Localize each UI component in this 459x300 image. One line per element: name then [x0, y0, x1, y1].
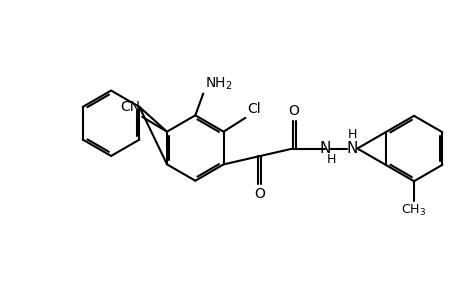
Text: H: H — [347, 128, 356, 141]
Text: H: H — [326, 154, 336, 166]
Text: O: O — [288, 104, 299, 118]
Text: CN: CN — [120, 100, 140, 114]
Text: NH$_2$: NH$_2$ — [205, 75, 232, 92]
Text: CH$_3$: CH$_3$ — [401, 203, 425, 218]
Text: Cl: Cl — [247, 102, 260, 116]
Text: O: O — [253, 187, 264, 201]
Text: N: N — [318, 141, 330, 156]
Text: N: N — [346, 141, 358, 156]
